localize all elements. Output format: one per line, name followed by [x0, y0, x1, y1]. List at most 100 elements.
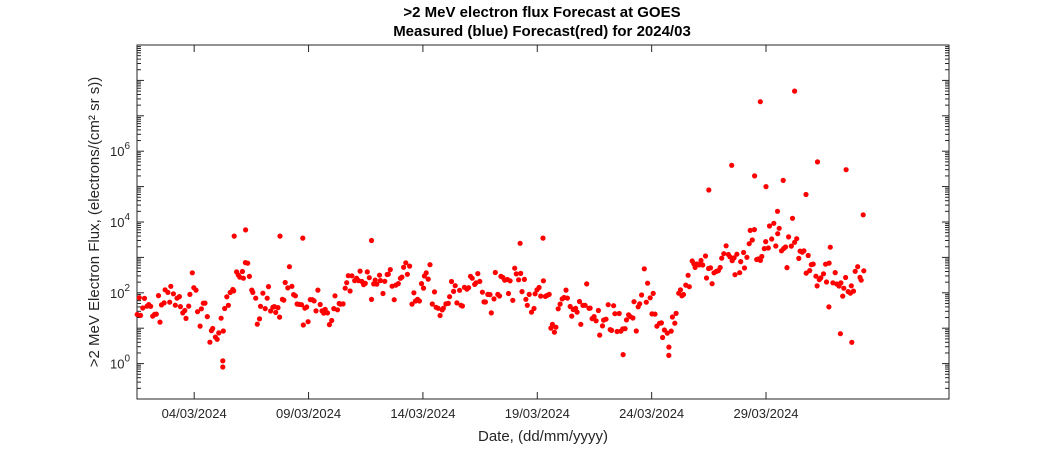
data-point [531, 305, 537, 312]
data-point [666, 352, 672, 358]
data-point [546, 291, 552, 297]
x-tick-label: 29/03/2024 [733, 406, 798, 421]
data-point [612, 311, 618, 317]
data-point [364, 269, 370, 275]
data-point [475, 271, 481, 277]
data-point [759, 253, 765, 260]
data-point [702, 253, 709, 259]
data-point [437, 312, 443, 319]
data-point [492, 269, 498, 276]
data-point [672, 320, 678, 326]
data-point [246, 273, 252, 279]
data-point [771, 220, 777, 226]
data-point [780, 177, 786, 183]
data-point [260, 290, 266, 296]
data-point [376, 272, 383, 278]
data-point [595, 307, 602, 314]
data-point [576, 298, 583, 305]
data-point [605, 302, 611, 308]
data-point [231, 233, 237, 239]
data-point [553, 324, 559, 330]
data-point [563, 287, 569, 293]
data-point [757, 257, 764, 263]
data-point [637, 301, 643, 307]
data-point [172, 302, 178, 308]
x-axis-label: Date, (dd/mm/yyyy) [478, 428, 608, 445]
data-point [155, 293, 162, 299]
data-point [578, 321, 584, 327]
data-point [774, 208, 781, 214]
data-point [734, 251, 740, 257]
data-point [677, 287, 684, 293]
data-points [134, 88, 867, 370]
data-point [488, 310, 494, 316]
chart-title: >2 MeV electron flux Forecast at GOES [403, 4, 680, 21]
data-point [165, 289, 171, 295]
data-point [220, 358, 226, 364]
data-point [518, 270, 524, 276]
data-point [137, 312, 144, 318]
data-point [305, 319, 311, 325]
data-point [524, 302, 530, 308]
data-point [194, 309, 201, 315]
data-point [239, 268, 245, 275]
data-point [860, 212, 866, 218]
data-point [841, 285, 847, 291]
data-point [647, 295, 653, 301]
data-point [749, 237, 755, 243]
data-point [189, 270, 195, 276]
data-point [222, 305, 228, 312]
x-tick-label: 09/03/2024 [276, 406, 341, 421]
data-point [685, 272, 691, 278]
data-point [313, 308, 319, 314]
data-point [666, 344, 672, 350]
data-point [240, 275, 246, 281]
data-point [789, 215, 796, 221]
data-point [584, 281, 590, 287]
data-point [707, 265, 714, 271]
data-point [347, 288, 353, 294]
data-point [289, 283, 295, 289]
data-point [616, 310, 622, 317]
data-point [549, 321, 556, 327]
data-point [452, 283, 458, 289]
data-point [763, 184, 769, 190]
data-point [741, 249, 747, 256]
data-point [231, 288, 237, 294]
data-point [423, 270, 429, 276]
data-point [479, 289, 485, 295]
data-point [477, 278, 483, 284]
data-point [431, 289, 438, 295]
data-point [521, 276, 528, 282]
data-point [557, 301, 563, 307]
data-point [469, 275, 475, 281]
data-point [197, 323, 203, 329]
data-point [445, 300, 451, 306]
data-point [264, 295, 270, 301]
data-point [420, 285, 427, 291]
data-point [792, 88, 798, 94]
data-point [814, 283, 820, 289]
data-point [747, 227, 753, 233]
data-point [451, 288, 457, 294]
data-point [593, 318, 599, 324]
data-point [761, 246, 767, 252]
data-point [620, 352, 626, 358]
data-point [732, 272, 738, 278]
data-point [505, 290, 512, 297]
data-point [794, 236, 800, 242]
data-point [664, 330, 670, 336]
data-point [447, 294, 453, 300]
data-point [744, 254, 750, 260]
data-point [803, 191, 809, 198]
data-point [176, 294, 182, 300]
data-point [826, 260, 832, 266]
data-point [459, 303, 465, 309]
data-point [717, 264, 723, 271]
data-point [807, 268, 813, 274]
data-point [538, 293, 544, 299]
data-point [680, 291, 687, 298]
data-point [409, 301, 415, 307]
data-point [210, 325, 216, 332]
data-point [805, 252, 811, 259]
